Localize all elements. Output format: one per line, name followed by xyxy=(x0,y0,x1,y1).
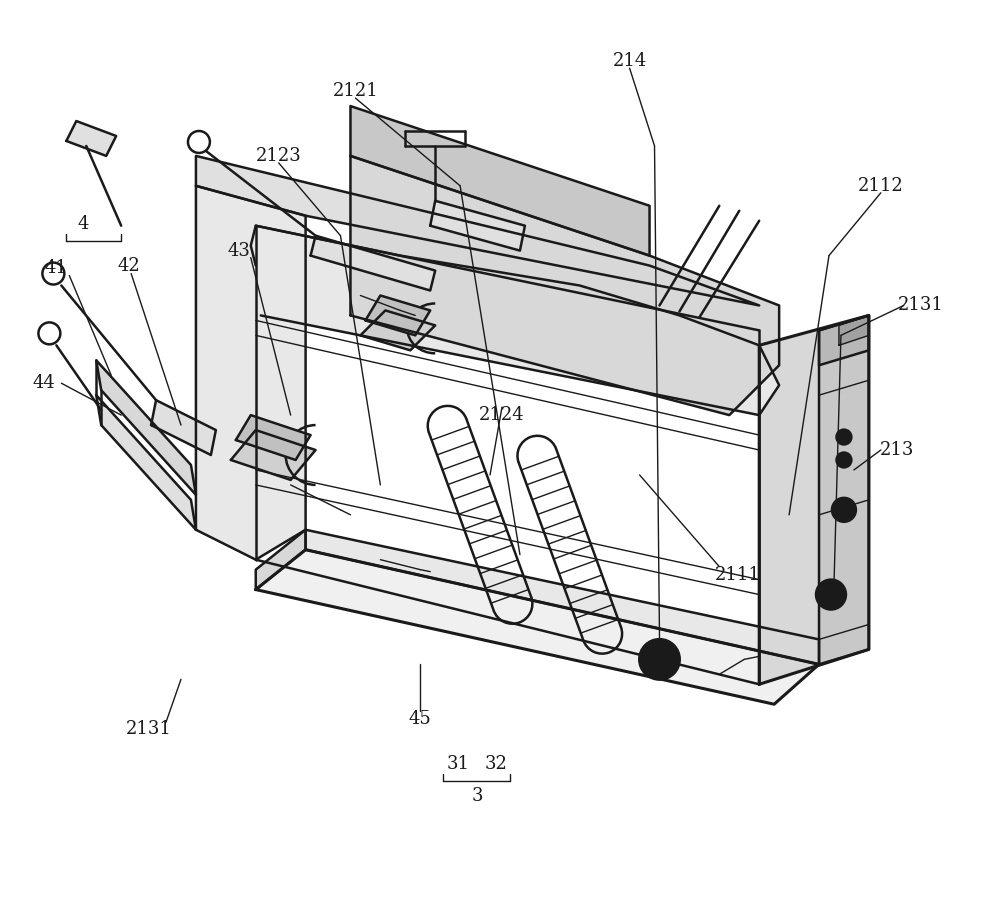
Text: 3: 3 xyxy=(471,787,483,805)
Polygon shape xyxy=(96,360,196,495)
Text: 2131: 2131 xyxy=(898,297,944,314)
Polygon shape xyxy=(365,296,430,336)
Polygon shape xyxy=(360,310,435,350)
Circle shape xyxy=(832,498,856,522)
Polygon shape xyxy=(819,316,869,366)
Circle shape xyxy=(836,452,852,468)
Text: 2123: 2123 xyxy=(256,147,302,165)
Text: 2121: 2121 xyxy=(333,82,378,100)
Text: 2111: 2111 xyxy=(714,566,760,584)
Text: 4: 4 xyxy=(78,214,89,233)
Polygon shape xyxy=(196,186,306,559)
Text: 32: 32 xyxy=(485,755,507,773)
Polygon shape xyxy=(350,156,779,415)
Text: 214: 214 xyxy=(612,52,647,71)
Circle shape xyxy=(816,579,846,609)
Polygon shape xyxy=(256,549,819,704)
Text: 43: 43 xyxy=(227,242,250,260)
Polygon shape xyxy=(196,156,759,306)
Circle shape xyxy=(836,452,852,468)
Polygon shape xyxy=(759,316,869,684)
Circle shape xyxy=(640,640,679,680)
Text: 44: 44 xyxy=(32,374,55,392)
Circle shape xyxy=(836,429,852,445)
Circle shape xyxy=(640,640,679,680)
Polygon shape xyxy=(256,529,306,589)
Polygon shape xyxy=(430,201,525,251)
Polygon shape xyxy=(236,415,311,460)
Polygon shape xyxy=(839,316,869,346)
Text: 31: 31 xyxy=(447,755,470,773)
Text: 41: 41 xyxy=(45,259,68,277)
Text: 45: 45 xyxy=(409,710,432,729)
Text: 2131: 2131 xyxy=(126,720,172,738)
Circle shape xyxy=(816,579,846,609)
Circle shape xyxy=(836,429,852,445)
Polygon shape xyxy=(350,106,650,255)
Polygon shape xyxy=(251,225,779,415)
Polygon shape xyxy=(151,400,216,455)
Polygon shape xyxy=(819,316,869,664)
Polygon shape xyxy=(311,235,435,291)
Polygon shape xyxy=(231,430,316,480)
Circle shape xyxy=(832,498,856,522)
Text: 213: 213 xyxy=(880,441,914,459)
Polygon shape xyxy=(96,395,196,529)
Text: 2124: 2124 xyxy=(479,406,525,424)
Polygon shape xyxy=(306,529,819,664)
Text: 42: 42 xyxy=(118,257,141,274)
Text: 2112: 2112 xyxy=(858,176,904,195)
Polygon shape xyxy=(66,121,116,156)
